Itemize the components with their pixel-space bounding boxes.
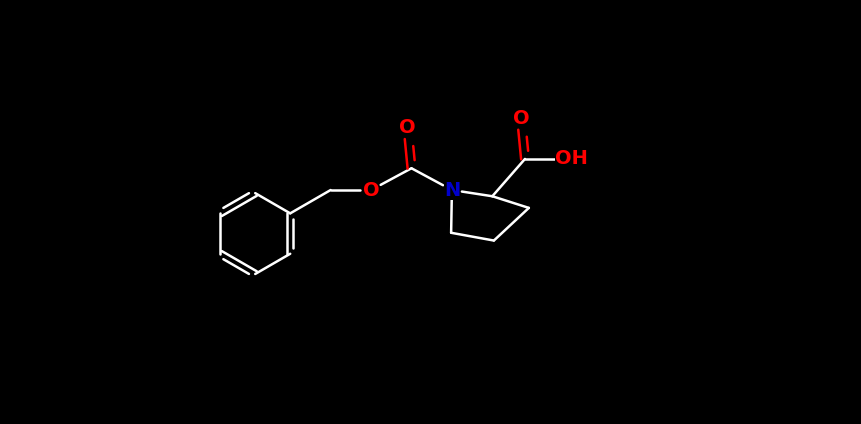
Text: O: O <box>399 118 415 137</box>
Text: OH: OH <box>554 149 587 168</box>
Text: O: O <box>362 181 379 200</box>
Text: O: O <box>512 109 529 128</box>
Text: N: N <box>443 181 460 200</box>
